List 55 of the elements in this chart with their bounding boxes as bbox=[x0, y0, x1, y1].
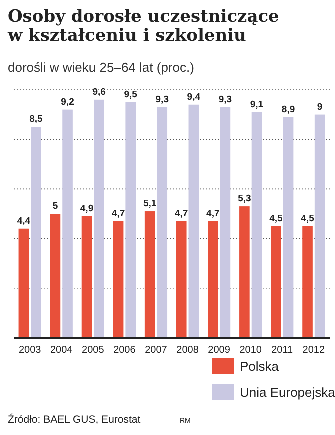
bar bbox=[62, 110, 73, 338]
data-label: 9,4 bbox=[187, 92, 202, 103]
bar bbox=[18, 228, 30, 338]
x-tick-label: 2005 bbox=[82, 345, 105, 356]
data-label: 5,3 bbox=[238, 194, 252, 205]
bar bbox=[208, 221, 218, 338]
legend-label: Polska bbox=[240, 359, 280, 374]
data-label: 8,5 bbox=[30, 114, 44, 126]
chart-subtitle: dorośli w wieku 25–64 lat (proc.) bbox=[8, 60, 194, 75]
bar bbox=[176, 221, 187, 338]
x-tick-label: 2011 bbox=[272, 345, 294, 356]
x-tick-label: 2010 bbox=[240, 345, 262, 356]
data-label: 9,2 bbox=[61, 96, 74, 108]
x-tick-label: 2008 bbox=[176, 345, 200, 356]
chart-title: Osoby dorosłe uczestniczące w kształceniu i szkoleniu bbox=[7, 7, 280, 46]
data-label: 4,4 bbox=[17, 216, 32, 227]
bar bbox=[188, 104, 200, 338]
x-tick-label: 2004 bbox=[50, 345, 74, 356]
data-label: 4,7 bbox=[112, 208, 126, 220]
data-label: 9,6 bbox=[92, 86, 106, 98]
x-tick-label: 2007 bbox=[145, 345, 168, 356]
bar bbox=[271, 226, 282, 338]
bar bbox=[126, 102, 136, 338]
data-label: 9,5 bbox=[124, 89, 138, 100]
x-tick-label: 2009 bbox=[208, 345, 231, 356]
data-label: 8,9 bbox=[282, 104, 296, 116]
data-label: 9,1 bbox=[250, 99, 264, 110]
x-tick-label: 2012 bbox=[302, 345, 326, 356]
bar bbox=[252, 112, 262, 338]
bar bbox=[50, 214, 61, 338]
bar bbox=[283, 117, 294, 338]
bar bbox=[302, 226, 313, 338]
x-tick-label: 2003 bbox=[18, 345, 42, 356]
bar bbox=[240, 206, 250, 338]
data-label: 4,7 bbox=[206, 208, 220, 220]
data-label: 9,3 bbox=[218, 94, 232, 106]
x-tick-label: 2006 bbox=[114, 345, 136, 356]
bar bbox=[113, 221, 124, 338]
bar bbox=[144, 212, 156, 338]
data-label: 4,7 bbox=[175, 208, 188, 220]
data-label: 5,1 bbox=[143, 198, 158, 210]
data-label: 4,5 bbox=[270, 213, 284, 224]
bar bbox=[31, 127, 42, 338]
bar bbox=[157, 107, 168, 338]
bar bbox=[94, 100, 104, 338]
bar bbox=[314, 114, 326, 338]
data-label: 4,9 bbox=[80, 203, 94, 214]
bar bbox=[220, 107, 231, 338]
text: Źródło: BAEL GUS, Eurostat bbox=[8, 413, 141, 426]
data-label: 9,3 bbox=[156, 94, 169, 106]
data-label: 9 bbox=[317, 102, 323, 113]
data-label: 5 bbox=[52, 201, 59, 212]
legend-label: Unia Europejska bbox=[240, 385, 335, 400]
data-label: 4,5 bbox=[301, 213, 316, 224]
bar bbox=[82, 216, 92, 338]
